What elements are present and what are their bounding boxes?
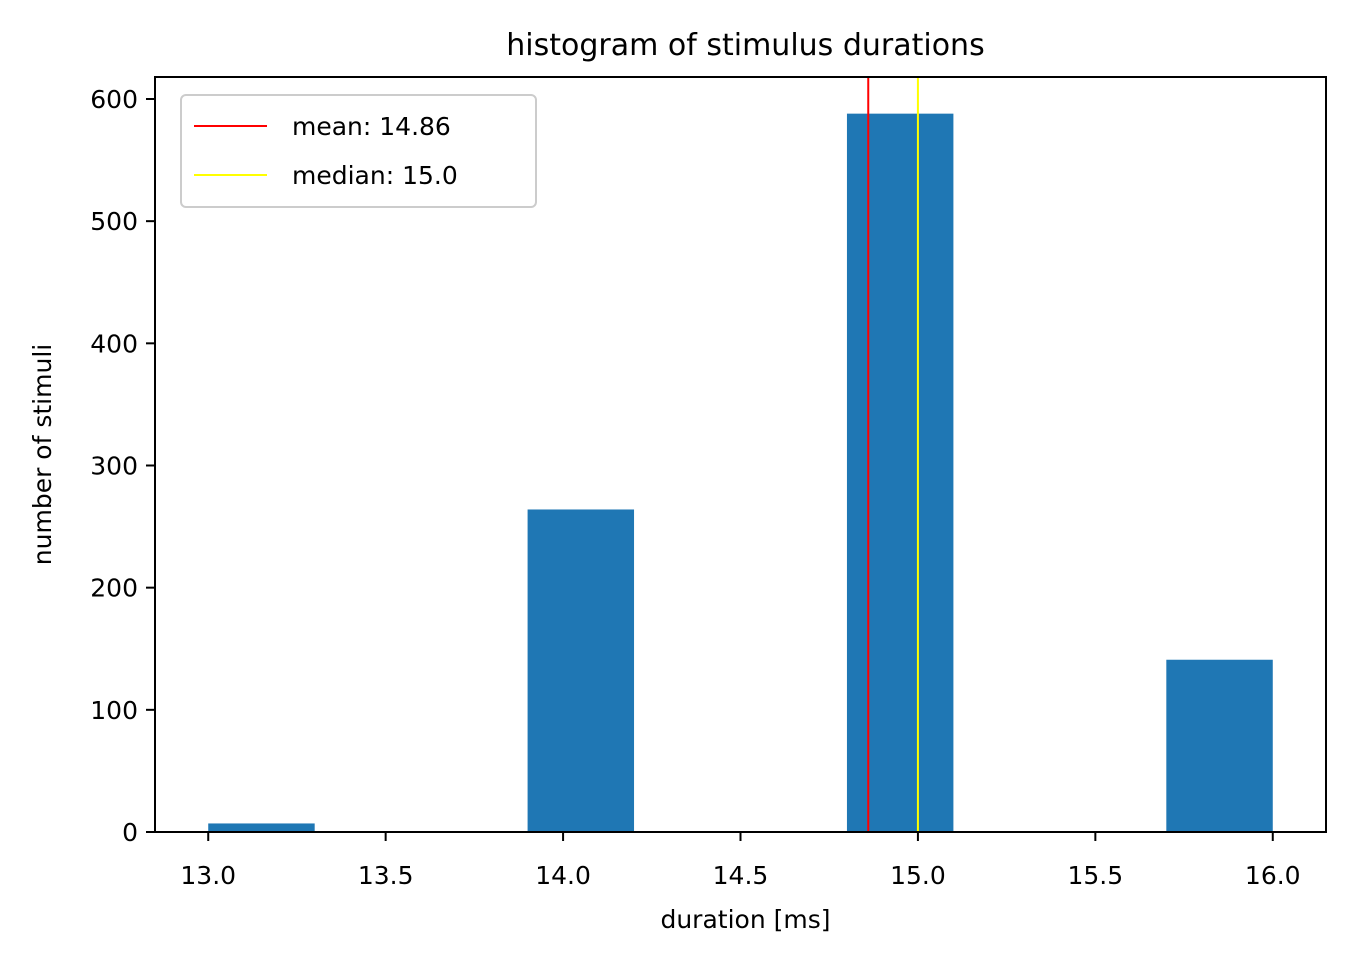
- histogram-bar-3: [527, 509, 635, 832]
- x-tick-label: 15.0: [890, 861, 946, 890]
- bars-layer: [208, 113, 1273, 832]
- y-axis-label: number of stimuli: [28, 344, 57, 565]
- y-axis: 0 100 200 300 400 500 600: [90, 85, 155, 847]
- reference-lines-layer: [867, 77, 919, 832]
- legend-box: [180, 94, 537, 208]
- y-tick-label: 600: [90, 85, 138, 114]
- histogram-bar-6: [846, 113, 954, 832]
- x-tick-label: 14.5: [713, 861, 769, 890]
- y-tick-label: 500: [90, 207, 138, 236]
- x-tick-label: 16.0: [1245, 861, 1301, 890]
- histogram-bar-0: [208, 823, 315, 832]
- legend-median-label: median: 15.0: [292, 161, 458, 190]
- y-tick-label: 0: [122, 818, 138, 847]
- histogram-bar-9: [1166, 659, 1273, 832]
- y-tick-label: 100: [90, 696, 138, 725]
- x-axis-label: duration [ms]: [660, 905, 830, 934]
- chart-title: histogram of stimulus durations: [506, 28, 984, 63]
- x-tick-label: 15.5: [1068, 861, 1124, 890]
- x-tick-label: 13.5: [358, 861, 414, 890]
- legend: mean: 14.86 median: 15.0: [180, 94, 537, 208]
- legend-mean-label: mean: 14.86: [292, 112, 451, 141]
- x-tick-label: 13.0: [180, 861, 236, 890]
- x-axis: 13.0 13.5 14.0 14.5 15.0 15.5 16.0: [180, 832, 1301, 890]
- y-tick-label: 400: [90, 329, 138, 358]
- y-tick-label: 300: [90, 452, 138, 481]
- x-tick-label: 14.0: [535, 861, 591, 890]
- y-tick-label: 200: [90, 574, 138, 603]
